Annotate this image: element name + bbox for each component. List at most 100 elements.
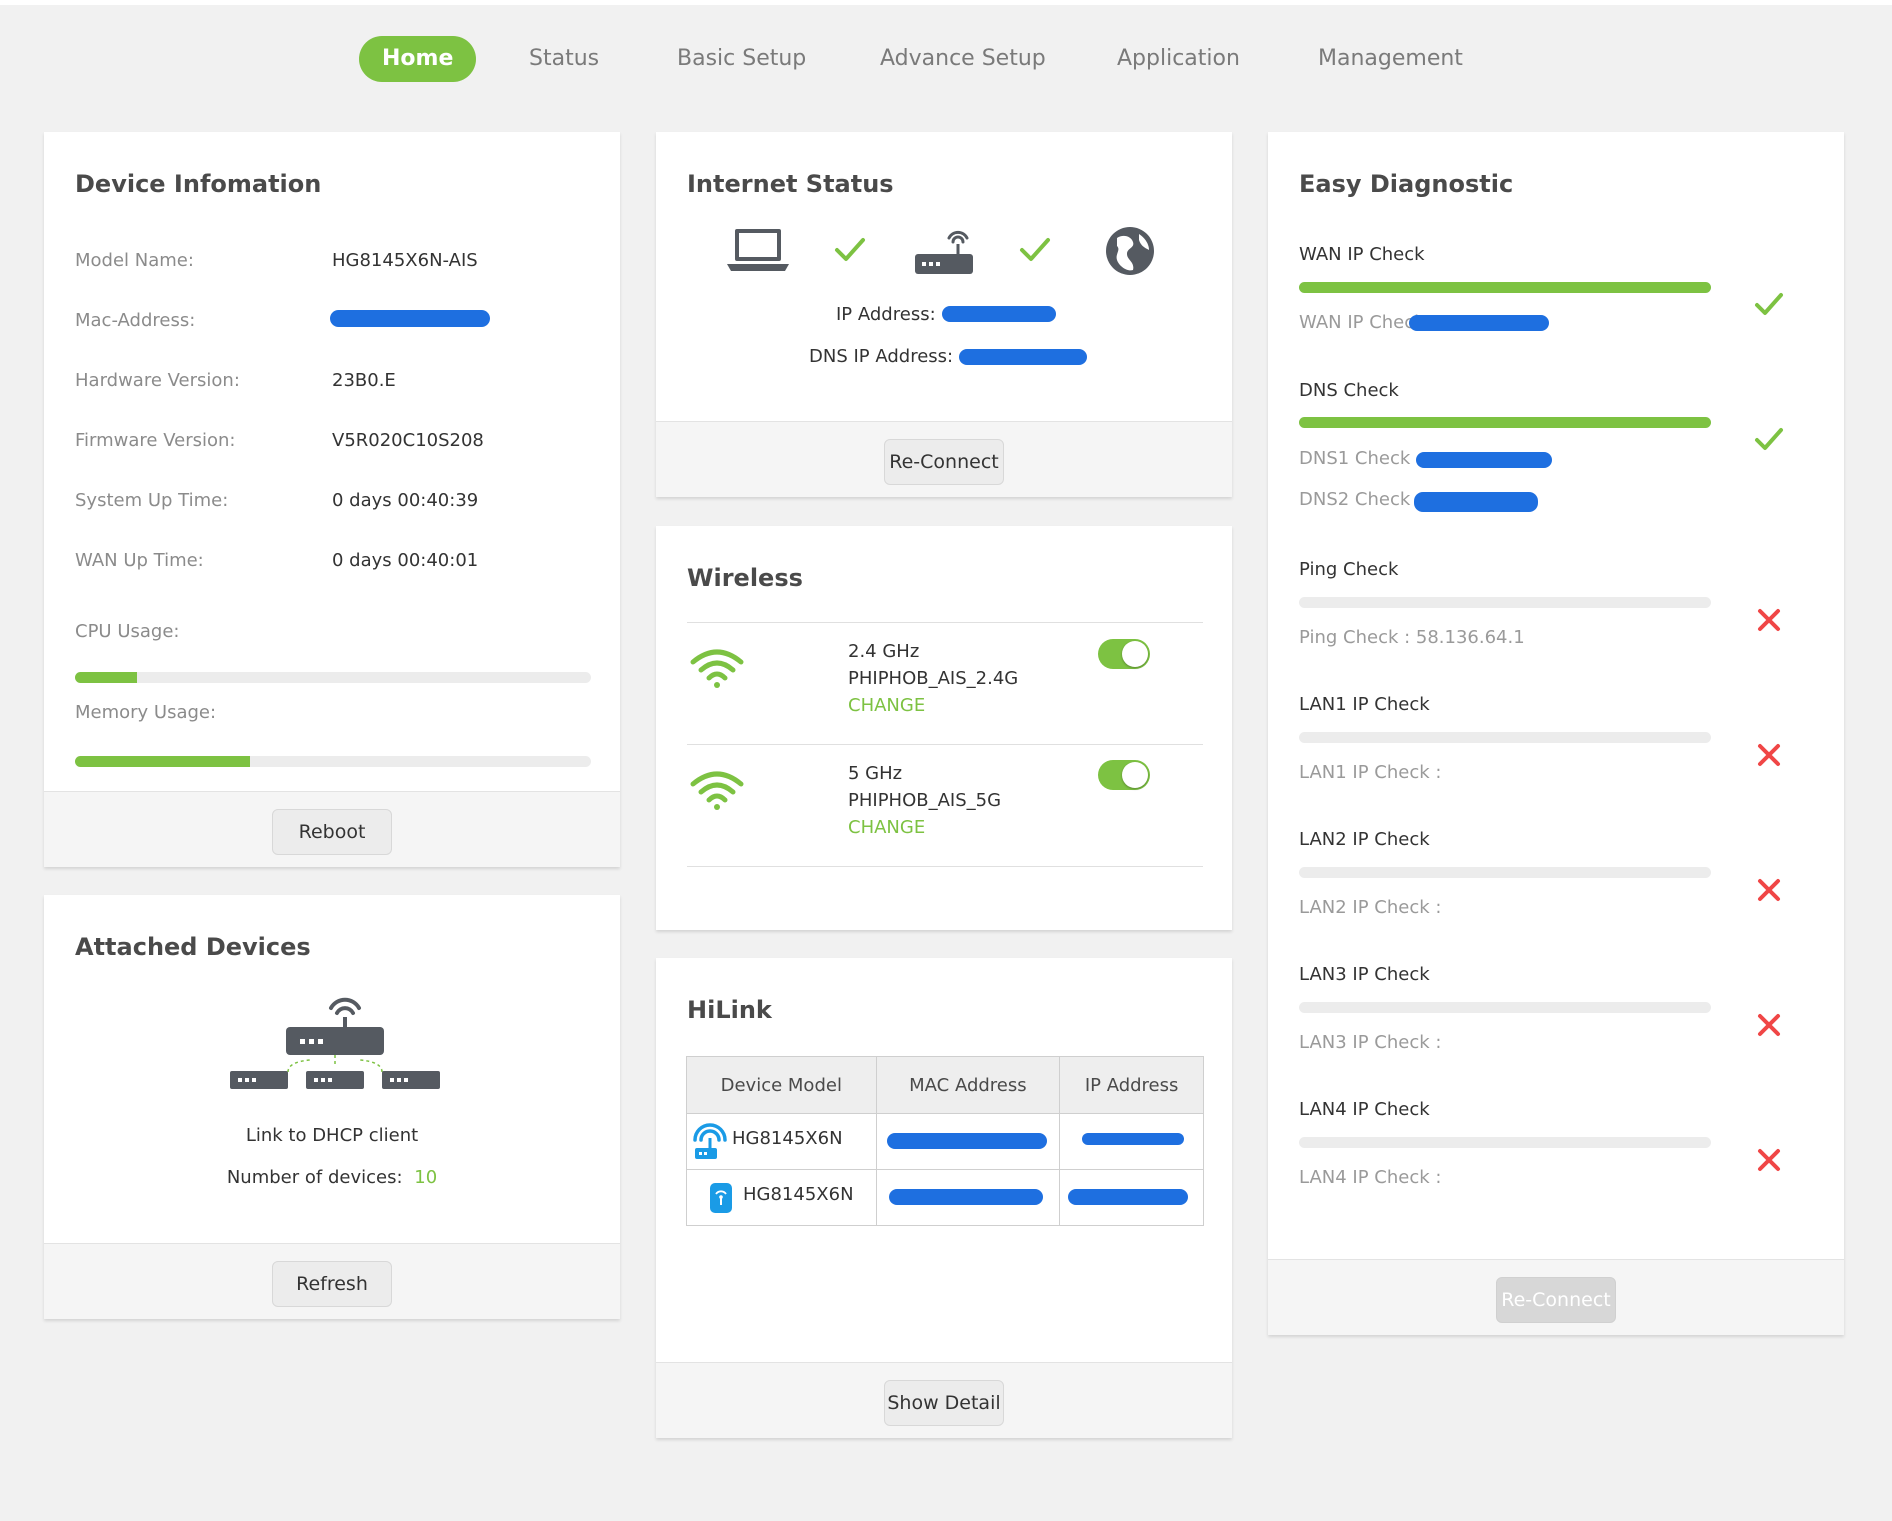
internet-status-title: Internet Status (687, 170, 894, 198)
internet-status-panel: Internet Status IP Address: DNS IP Addre… (656, 132, 1232, 497)
ip-address-cell (1059, 1169, 1204, 1226)
ip-address-label: IP Address: (836, 304, 936, 325)
wifi-5-toggle[interactable] (1098, 760, 1150, 790)
cross-icon (1758, 1149, 1780, 1171)
refresh-button[interactable]: Refresh (272, 1261, 392, 1307)
cpu-usage-label: CPU Usage: (75, 621, 180, 642)
lan4-ip-check-result: LAN4 IP Check : (1299, 1167, 1442, 1188)
top-border (0, 0, 1892, 5)
wireless-title: Wireless (687, 564, 803, 592)
hilink-footer: Show Detail (656, 1362, 1232, 1438)
firmware-version-value: V5R020C10S208 (332, 430, 484, 451)
system-up-time-value: 0 days 00:40:39 (332, 490, 479, 511)
device-model-cell: HG8145X6N (686, 1169, 877, 1226)
hilink-title: HiLink (687, 996, 772, 1024)
wifi-24-toggle[interactable] (1098, 639, 1150, 669)
network-topology-icon (230, 997, 440, 1089)
redaction-mark (1082, 1133, 1185, 1145)
device-model-cell: HG8145X6N (686, 1113, 877, 1170)
mac-address-label: Mac-Address: (75, 310, 196, 331)
system-up-time-label: System Up Time: (75, 490, 229, 511)
memory-usage-bar (75, 756, 591, 767)
show-detail-button[interactable]: Show Detail (884, 1380, 1004, 1426)
wan-ip-check-result: WAN IP Check : (1299, 312, 1437, 333)
wifi-5-change-link[interactable]: CHANGE (848, 817, 926, 838)
redaction-mark (1068, 1189, 1189, 1205)
wifi-5-info: 5 GHz PHIPHOB_AIS_5G CHANGE (848, 760, 1001, 841)
mac-address-cell (875, 1169, 1061, 1226)
globe-icon (1106, 227, 1154, 275)
device-info-panel: Device Infomation Model Name: HG8145X6N-… (44, 132, 620, 867)
cross-icon (1758, 744, 1780, 766)
memory-usage-label: Memory Usage: (75, 702, 217, 723)
access-point-icon (710, 1183, 732, 1213)
reboot-button[interactable]: Reboot (272, 809, 392, 855)
check-icon (1020, 238, 1050, 261)
check-icon (835, 238, 865, 261)
lan2-ip-check-bar (1299, 867, 1711, 878)
device-model-text: HG8145X6N (743, 1184, 854, 1205)
attached-devices-title: Attached Devices (75, 933, 311, 961)
internet-status-footer: Re-Connect (656, 421, 1232, 497)
redaction-mark (1414, 492, 1538, 512)
dns-check-label: DNS Check (1299, 380, 1399, 401)
redaction-mark (330, 310, 490, 327)
wan-ip-check-bar (1299, 282, 1711, 293)
wifi-5-ssid: PHIPHOB_AIS_5G (848, 790, 1002, 811)
lan3-ip-check-result: LAN3 IP Check : (1299, 1032, 1442, 1053)
lan1-ip-check-bar (1299, 732, 1711, 743)
table-row: HG8145X6N (686, 1169, 1204, 1226)
easy-diagnostic-footer: Re-Connect (1268, 1259, 1844, 1335)
wifi-24-change-link[interactable]: CHANGE (848, 695, 926, 716)
nav-home[interactable]: Home (359, 36, 477, 82)
nav-management[interactable]: Management (1318, 46, 1463, 71)
column-header: MAC Address (875, 1056, 1061, 1114)
wifi-icon (690, 771, 744, 810)
wan-ip-check-label: WAN IP Check (1299, 244, 1425, 265)
redaction-mark (959, 349, 1087, 365)
wan-up-time-value: 0 days 00:40:01 (332, 550, 479, 571)
cpu-usage-fill (75, 672, 137, 683)
ip-address-cell (1059, 1113, 1204, 1170)
easy-diagnostic-panel: Easy Diagnostic WAN IP Check WAN IP Chec… (1268, 132, 1844, 1335)
model-name-value: HG8145X6N-AIS (332, 250, 478, 271)
wifi-24-ssid: PHIPHOB_AIS_2.4G (848, 668, 1019, 689)
mac-address-cell (875, 1113, 1061, 1170)
diagnostic-reconnect-button[interactable]: Re-Connect (1496, 1277, 1616, 1323)
lan3-ip-check-label: LAN3 IP Check (1299, 964, 1430, 985)
dhcp-link-text: Link to DHCP client (245, 1125, 419, 1146)
nav-application[interactable]: Application (1117, 46, 1240, 71)
dns-check-bar (1299, 417, 1711, 428)
nav-advance-setup[interactable]: Advance Setup (880, 46, 1046, 71)
model-name-label: Model Name: (75, 250, 194, 271)
wifi-icon (690, 649, 744, 688)
attached-devices-panel: Attached Devices Link to DHCP client Num… (44, 895, 620, 1319)
column-header: IP Address (1059, 1056, 1204, 1114)
device-model-text: HG8145X6N (732, 1128, 843, 1149)
divider (687, 622, 1203, 623)
ping-check-result: Ping Check : 58.136.64.1 (1299, 627, 1525, 648)
dns-ip-address-label: DNS IP Address: (809, 346, 954, 367)
wifi-24-band: 2.4 GHz (848, 641, 920, 662)
toggle-knob (1122, 762, 1148, 788)
nav-status[interactable]: Status (529, 46, 600, 71)
cpu-usage-bar (75, 672, 591, 683)
redaction-mark (888, 1189, 1043, 1205)
toggle-knob (1122, 641, 1148, 667)
wifi-24-info: 2.4 GHz PHIPHOB_AIS_2.4G CHANGE (848, 638, 1018, 719)
main-nav: Home Status Basic Setup Advance Setup Ap… (0, 36, 1892, 82)
ping-check-bar (1299, 597, 1711, 608)
divider (687, 866, 1203, 867)
redaction-mark (1416, 452, 1552, 468)
lan4-ip-check-bar (1299, 1137, 1711, 1148)
internet-reconnect-button[interactable]: Re-Connect (884, 439, 1004, 485)
router-wifi-icon (693, 1123, 727, 1159)
lan1-ip-check-result: LAN1 IP Check : (1299, 762, 1442, 783)
nav-basic-setup[interactable]: Basic Setup (677, 46, 807, 71)
redaction-mark (1409, 315, 1549, 331)
hardware-version-value: 23B0.E (332, 370, 396, 391)
table-row: HG8145X6N (686, 1113, 1204, 1170)
divider (687, 744, 1203, 745)
wan-up-time-label: WAN Up Time: (75, 550, 204, 571)
hardware-version-label: Hardware Version: (75, 370, 240, 391)
